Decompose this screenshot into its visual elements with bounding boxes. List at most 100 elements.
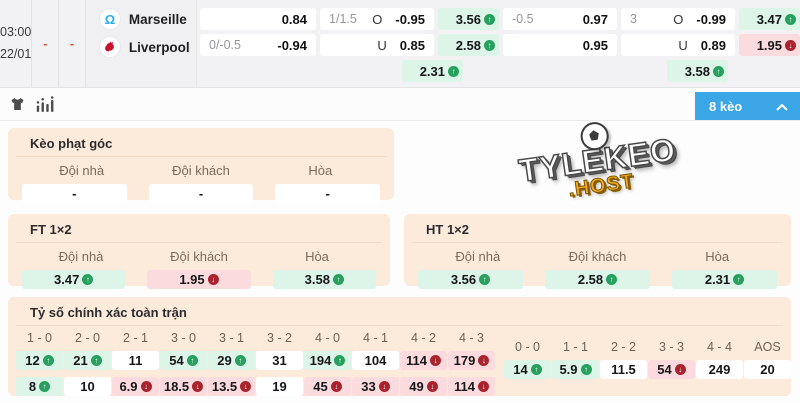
ht-draw-odds[interactable]: 2.31 xyxy=(672,270,777,289)
draw-score-values: 14 5.9 11.5 54 249 20 xyxy=(504,360,792,379)
score-odds-cell[interactable]: 5.9 xyxy=(552,360,599,379)
odds-row-2: 0/-0.5 -0.94 U0.85 2.58 0.95 U0.89 1.95 xyxy=(197,34,800,56)
odds-ht-handicap-r2[interactable]: 0.95 xyxy=(503,34,618,56)
watermark-suffix: .HOST xyxy=(566,170,636,202)
score-odds-cell[interactable]: 19 xyxy=(256,377,303,396)
score-odds-cell[interactable]: 194 xyxy=(304,351,351,370)
score-odds-cell[interactable]: 45 xyxy=(304,377,351,396)
score-odds-cell[interactable]: 21 xyxy=(64,351,111,370)
score-odds-cell[interactable]: 179 xyxy=(448,351,495,370)
column-header: Hòa xyxy=(305,249,329,264)
score-odds-value: 18.5 xyxy=(163,379,190,394)
odds-1x2-right-draw[interactable]: 3.58 xyxy=(667,60,729,82)
team-home[interactable]: Ω Marseille xyxy=(86,8,196,30)
more-odds-label: 8 kèo xyxy=(709,98,743,114)
score-column-header: 4 - 2 xyxy=(410,331,436,345)
score-odds-cell[interactable]: 11 xyxy=(112,351,159,370)
team-away[interactable]: Liverpool xyxy=(86,36,196,58)
score-column-header: 0 - 0 xyxy=(514,340,540,354)
ft-away-odds[interactable]: 1.95 xyxy=(147,270,251,289)
score-odds-value: 29 xyxy=(217,353,232,368)
odds-ft-handicap-r1[interactable]: 0.84 xyxy=(200,8,317,30)
odds-ht-handicap-r1[interactable]: -0.5 0.97 xyxy=(503,8,618,30)
odds-1x2-right-away[interactable]: 1.95 xyxy=(739,34,800,56)
jersey-icon[interactable] xyxy=(9,96,26,117)
score-odds-value: 31 xyxy=(272,353,287,368)
ht-home-odds[interactable]: 3.56 xyxy=(418,270,523,289)
odds-grid: 0.84 1/1.5 O-0.95 3.56 -0.5 0.97 3 O-0.9… xyxy=(197,0,800,87)
section-title: Kèo phạt góc xyxy=(30,136,113,151)
home-team-name: Marseille xyxy=(128,11,187,27)
ht-1x2-headers: Đội nhà Đội khách Hòa xyxy=(404,243,791,264)
score-odds-cell[interactable]: 114 xyxy=(400,351,447,370)
score-odds-cell[interactable]: 31 xyxy=(256,351,303,370)
trend-icon xyxy=(674,364,686,375)
score-odds-cell[interactable]: 104 xyxy=(352,351,399,370)
odds-ht-overunder-over[interactable]: 3 O -0.99 xyxy=(621,8,736,30)
score-odds-cell[interactable]: 18.5 xyxy=(160,377,207,396)
score-odds-cell[interactable]: 54 xyxy=(648,360,695,379)
score-odds-cell[interactable]: 11.5 xyxy=(600,360,647,379)
odds-ft-overunder-over[interactable]: 1/1.5 O -0.95 xyxy=(320,8,435,30)
odds-1x2-left-away[interactable]: 2.58 xyxy=(438,34,500,56)
odds-1x2-right-home[interactable]: 3.47 xyxy=(739,8,800,30)
stats-icon[interactable] xyxy=(36,96,55,117)
odds-empty-slot xyxy=(200,60,298,82)
trend-icon xyxy=(478,355,490,366)
score-odds-value: 12 xyxy=(25,353,40,368)
ft-draw-odds[interactable]: 3.58 xyxy=(272,270,376,289)
odds-1x2-left-home[interactable]: 3.56 xyxy=(438,8,500,30)
odds-ft-handicap-r2[interactable]: 0/-0.5 -0.94 xyxy=(200,34,317,56)
score-odds-cell[interactable]: 12 xyxy=(16,351,63,370)
score-odds-cell[interactable]: 33 xyxy=(352,377,399,396)
score-odds-cell[interactable]: 114 xyxy=(448,377,495,396)
score-odds-cell[interactable]: 13.5 xyxy=(208,377,255,396)
score-odds-cell[interactable]: 249 xyxy=(696,360,743,379)
ht-1x2-values: 3.56 2.58 2.31 xyxy=(404,264,791,289)
score-odds-value: 5.9 xyxy=(559,362,578,377)
score-odds-cell[interactable]: 20 xyxy=(744,360,791,379)
score-odds-cell[interactable]: 54 xyxy=(160,351,207,370)
score-away: - xyxy=(69,36,75,51)
score-odds-value: 14 xyxy=(513,362,528,377)
score-odds-cell[interactable]: 14 xyxy=(504,360,551,379)
score-odds-cell[interactable]: 29 xyxy=(208,351,255,370)
toolbar: 8 kèo xyxy=(0,88,800,121)
score-odds-cell[interactable]: 49 xyxy=(400,377,447,396)
more-odds-button[interactable]: 8 kèo xyxy=(695,92,800,120)
score-odds-value: 21 xyxy=(73,353,88,368)
odds-empty-slot xyxy=(302,60,398,82)
trend-icon xyxy=(606,274,618,285)
corner-away-odds[interactable]: - xyxy=(148,184,254,203)
trend-icon xyxy=(426,381,438,392)
score-odds-value: 49 xyxy=(409,379,424,394)
trend-icon xyxy=(234,355,246,366)
score-column-header: 4 - 4 xyxy=(706,340,732,354)
section-title: FT 1×2 xyxy=(30,222,72,237)
score-odds-cell[interactable]: 8 xyxy=(16,377,63,396)
teams-cell: Ω Marseille Liverpool xyxy=(85,0,198,87)
ft-home-odds[interactable]: 3.47 xyxy=(22,270,126,289)
score-odds-value: 54 xyxy=(169,353,184,368)
corner-headers: Đội nhà Đội khách Hòa xyxy=(8,157,394,178)
score-odds-cell[interactable]: 6.9 xyxy=(112,377,159,396)
ft-1x2-headers: Đội nhà Đội khách Hòa xyxy=(8,243,390,264)
trend-icon xyxy=(90,355,102,366)
score-row-2: 8 10 6.9 18.5 13.5 19 45 33 49 114 xyxy=(16,377,496,396)
score-away-cell: - xyxy=(59,0,86,87)
score-column-header: 4 - 0 xyxy=(314,331,340,345)
trend-icon xyxy=(207,274,219,285)
trend-icon xyxy=(580,364,592,375)
corner-home-odds[interactable]: - xyxy=(22,184,127,203)
odds-1x2-left-draw[interactable]: 2.31 xyxy=(402,60,464,82)
score-column-header: 3 - 3 xyxy=(658,340,684,354)
corner-draw-odds[interactable]: - xyxy=(275,184,380,203)
odds-ft-overunder-under[interactable]: U 0.85 xyxy=(320,34,435,56)
ht-away-odds[interactable]: 2.58 xyxy=(545,270,650,289)
trend-icon xyxy=(785,13,797,25)
column-header: Đội khách xyxy=(568,249,627,264)
odds-ht-overunder-under[interactable]: U 0.89 xyxy=(621,34,736,56)
score-column-header: 2 - 0 xyxy=(74,331,100,345)
score-odds-cell[interactable]: 10 xyxy=(64,377,111,396)
score-odds-value: 8 xyxy=(28,379,37,394)
